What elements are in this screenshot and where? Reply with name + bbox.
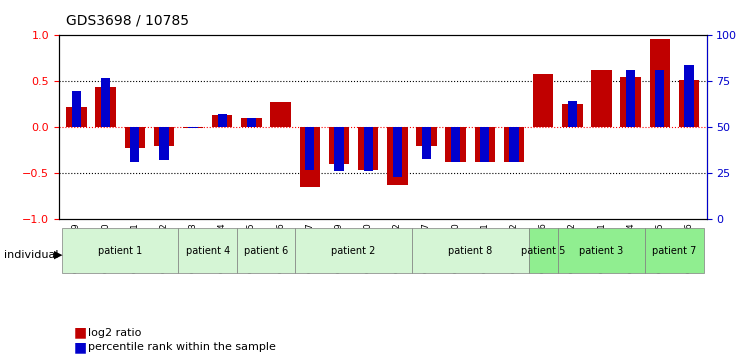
Bar [684, 65, 693, 127]
Text: patient 4: patient 4 [185, 246, 230, 256]
Text: patient 5: patient 5 [521, 246, 565, 256]
Text: ▶: ▶ [54, 250, 63, 260]
Bar [620, 77, 641, 127]
Bar [509, 127, 519, 162]
FancyBboxPatch shape [558, 228, 645, 273]
Text: ■: ■ [74, 340, 87, 354]
Bar [533, 74, 553, 127]
Bar [451, 127, 460, 162]
Text: percentile rank within the sample: percentile rank within the sample [88, 342, 276, 352]
Bar [591, 70, 612, 127]
Bar [445, 127, 466, 162]
Bar [655, 70, 665, 127]
Bar [270, 102, 291, 127]
Bar [504, 127, 524, 162]
FancyBboxPatch shape [645, 228, 704, 273]
Bar [159, 127, 169, 160]
Bar [300, 127, 320, 187]
Bar [241, 118, 261, 127]
FancyBboxPatch shape [62, 228, 179, 273]
Text: patient 3: patient 3 [579, 246, 623, 256]
Bar [188, 127, 198, 129]
Text: ■: ■ [74, 326, 87, 340]
Bar [124, 127, 145, 148]
FancyBboxPatch shape [237, 228, 295, 273]
Bar [130, 127, 139, 162]
FancyBboxPatch shape [412, 228, 528, 273]
Bar [475, 127, 495, 162]
Text: patient 1: patient 1 [98, 246, 142, 256]
Bar [96, 87, 116, 127]
Bar [650, 39, 670, 127]
Bar [422, 127, 431, 159]
Bar [212, 115, 233, 127]
Bar [154, 127, 174, 146]
Bar [358, 127, 378, 170]
Bar [567, 101, 577, 127]
Text: log2 ratio: log2 ratio [88, 328, 142, 338]
FancyBboxPatch shape [295, 228, 412, 273]
Bar [247, 118, 256, 127]
Bar [679, 80, 699, 127]
Bar [480, 127, 489, 162]
Bar [562, 103, 583, 127]
Bar [387, 127, 408, 184]
Bar [626, 70, 635, 127]
Bar [101, 78, 110, 127]
Bar [334, 127, 344, 171]
Text: patient 7: patient 7 [652, 246, 697, 256]
Bar [417, 127, 436, 146]
Text: patient 2: patient 2 [331, 246, 376, 256]
Text: patient 6: patient 6 [244, 246, 289, 256]
FancyBboxPatch shape [528, 228, 558, 273]
Text: individual: individual [4, 250, 58, 260]
Bar [364, 127, 372, 171]
Text: patient 8: patient 8 [448, 246, 492, 256]
Bar [218, 114, 227, 127]
Bar [66, 107, 87, 127]
Bar [183, 127, 203, 129]
FancyBboxPatch shape [179, 228, 237, 273]
Bar [329, 127, 349, 164]
Text: GDS3698 / 10785: GDS3698 / 10785 [66, 14, 189, 28]
Bar [305, 127, 314, 170]
Bar [72, 91, 81, 127]
Bar [393, 127, 402, 177]
